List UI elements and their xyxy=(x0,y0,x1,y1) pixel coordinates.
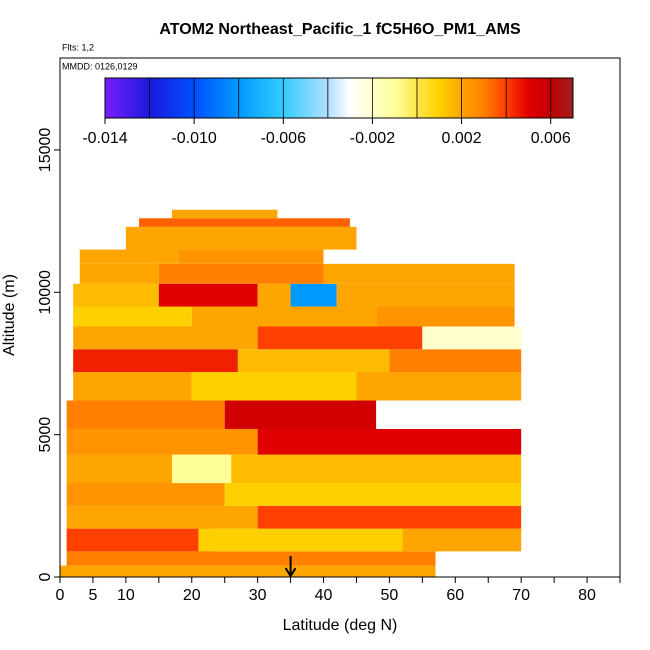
colorbar-tick-label: -0.014 xyxy=(82,130,127,147)
heat-cell xyxy=(231,454,522,484)
heat-cell xyxy=(158,263,324,284)
heat-cell xyxy=(158,283,258,307)
heat-cell xyxy=(402,528,522,552)
heat-cell xyxy=(323,263,515,284)
heat-cell xyxy=(290,283,337,307)
y-tick-label: 10000 xyxy=(37,270,54,315)
colorbar xyxy=(104,77,574,119)
colorbar-tick-label: 0.002 xyxy=(442,130,482,147)
heat-cell xyxy=(73,283,159,307)
subtitle: Flts: 1,2 xyxy=(62,42,94,52)
x-tick-label: 5 xyxy=(88,587,97,604)
heat-cell xyxy=(66,528,212,552)
heat-cell xyxy=(191,372,357,401)
heat-cell xyxy=(224,400,377,429)
heat-cell xyxy=(66,454,172,484)
heat-cell xyxy=(66,428,258,455)
heat-cell xyxy=(73,372,192,401)
colorbar-tick-label: -0.002 xyxy=(350,130,395,147)
heat-cell xyxy=(389,349,522,373)
heat-cell xyxy=(66,551,436,566)
x-tick-label: 60 xyxy=(446,587,464,604)
heat-cell xyxy=(79,249,179,264)
heat-cell xyxy=(356,372,522,401)
heat-cell xyxy=(198,528,403,552)
heat-cell xyxy=(79,263,159,284)
heat-cell xyxy=(257,505,522,529)
colorbar-tick-label: -0.010 xyxy=(171,130,216,147)
x-tick-label: 10 xyxy=(117,587,135,604)
y-axis-label: Altitude (m) xyxy=(1,274,18,356)
colorbar-tick-label: 0.006 xyxy=(531,130,571,147)
heat-cell xyxy=(336,283,515,307)
heatmap xyxy=(60,209,522,577)
x-tick-label: 70 xyxy=(512,587,530,604)
y-tick-label: 5000 xyxy=(37,417,54,453)
arrow xyxy=(284,556,297,578)
heat-cell xyxy=(73,306,192,327)
heat-cell xyxy=(178,249,324,264)
x-axis-label: Latitude (deg N) xyxy=(283,617,398,634)
x-tick-label: 20 xyxy=(183,587,201,604)
chart-title: ATOM2 Northeast_Pacific_1 fC5H6O_PM1_AMS xyxy=(159,21,521,38)
heat-cell xyxy=(257,428,522,455)
x-tick-label: 0 xyxy=(56,587,65,604)
plot-frame xyxy=(59,57,621,578)
x-tick-label: 50 xyxy=(381,587,399,604)
heat-cell xyxy=(257,326,423,350)
heat-cell xyxy=(376,400,522,429)
heat-cell xyxy=(172,454,232,484)
y-tick-label: 0 xyxy=(37,572,54,581)
heat-cell xyxy=(73,326,258,350)
x-tick-label: 80 xyxy=(578,587,596,604)
heat-cell xyxy=(224,483,522,506)
heat-cell xyxy=(376,306,515,327)
heat-cell xyxy=(66,400,225,429)
x-tick-label: 30 xyxy=(249,587,267,604)
heat-cell xyxy=(139,218,350,227)
heat-cell xyxy=(191,306,377,327)
colorbar-tick-label: -0.006 xyxy=(261,130,306,147)
heat-cell xyxy=(60,565,436,577)
heat-cell xyxy=(66,505,258,529)
heat-cell xyxy=(257,283,291,307)
annotation: MMDD: 0126,0129 xyxy=(62,61,138,71)
heat-cell xyxy=(125,226,357,250)
y-tick-label: 15000 xyxy=(37,128,54,173)
heat-cell xyxy=(422,326,522,350)
heat-cell xyxy=(237,349,390,373)
heat-cell xyxy=(172,209,278,219)
heat-cell xyxy=(73,349,238,373)
heat-cell xyxy=(66,483,225,506)
x-tick-label: 40 xyxy=(315,587,333,604)
